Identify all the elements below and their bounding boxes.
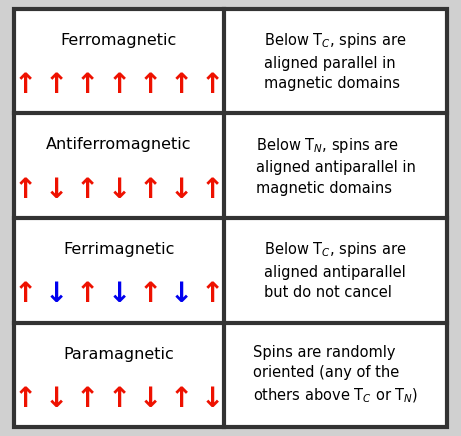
Text: ↑: ↑ [138, 280, 162, 308]
Text: Paramagnetic: Paramagnetic [64, 347, 174, 361]
Text: ↑: ↑ [76, 176, 100, 204]
Text: ↑: ↑ [14, 176, 37, 204]
Text: ↓: ↓ [45, 176, 68, 204]
Text: ↓: ↓ [45, 385, 68, 413]
Text: ↓: ↓ [170, 280, 193, 308]
Text: ↓: ↓ [138, 385, 162, 413]
Text: ↑: ↑ [76, 280, 100, 308]
Text: ↑: ↑ [14, 71, 37, 99]
Text: ↑: ↑ [107, 385, 130, 413]
Text: ↑: ↑ [76, 385, 100, 413]
Text: ↑: ↑ [170, 385, 193, 413]
Text: Below T$_C$, spins are
aligned parallel in
magnetic domains: Below T$_C$, spins are aligned parallel … [265, 31, 407, 91]
Text: ↑: ↑ [76, 71, 100, 99]
Text: ↑: ↑ [45, 71, 68, 99]
Text: ↑: ↑ [201, 280, 224, 308]
Text: ↑: ↑ [201, 71, 224, 99]
Text: ↓: ↓ [170, 176, 193, 204]
Text: Spins are randomly
oriented (any of the
others above T$_C$ or T$_N$): Spins are randomly oriented (any of the … [253, 345, 418, 405]
Text: ↓: ↓ [45, 280, 68, 308]
Text: ↓: ↓ [107, 176, 130, 204]
Text: ↑: ↑ [201, 176, 224, 204]
Text: ↑: ↑ [107, 71, 130, 99]
Text: Below T$_N$, spins are
aligned antiparallel in
magnetic domains: Below T$_N$, spins are aligned antiparal… [256, 136, 415, 196]
Text: Below T$_C$, spins are
aligned antiparallel
but do not cancel: Below T$_C$, spins are aligned antiparal… [265, 240, 407, 300]
Text: ↑: ↑ [138, 176, 162, 204]
Text: Antiferromagnetic: Antiferromagnetic [46, 137, 192, 152]
Text: Ferromagnetic: Ferromagnetic [61, 33, 177, 48]
Text: ↑: ↑ [170, 71, 193, 99]
Text: ↓: ↓ [201, 385, 224, 413]
Text: ↑: ↑ [14, 280, 37, 308]
Text: Ferrimagnetic: Ferrimagnetic [63, 242, 175, 257]
Text: ↑: ↑ [138, 71, 162, 99]
Text: ↑: ↑ [14, 385, 37, 413]
Text: ↓: ↓ [107, 280, 130, 308]
